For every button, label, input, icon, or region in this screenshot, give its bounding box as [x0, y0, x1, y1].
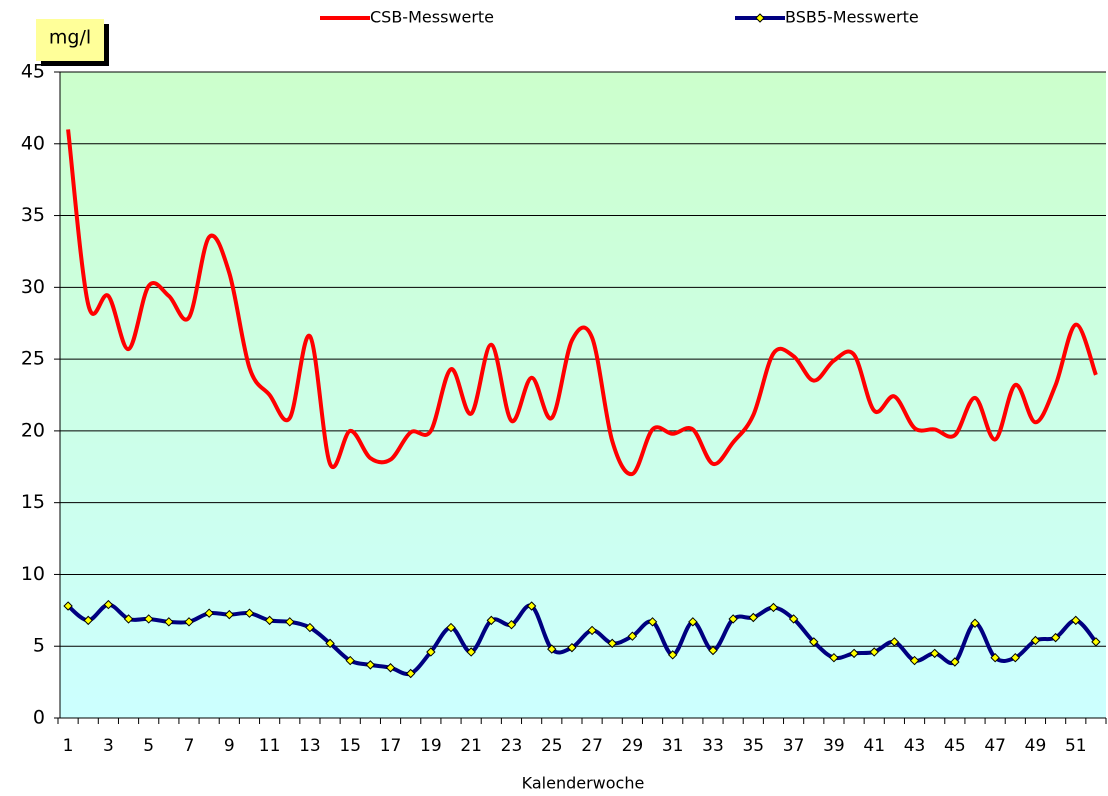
x-tick-label: 39 [823, 736, 845, 756]
series-line [66, 602, 1098, 677]
marker [889, 637, 900, 647]
marker [285, 617, 295, 627]
marker [466, 647, 476, 657]
x-tick-label: 9 [224, 736, 235, 756]
x-axis-label: Kalenderwoche [522, 774, 645, 793]
x-tick-label: 45 [944, 736, 966, 756]
marker [63, 601, 73, 611]
x-tick-label: 21 [460, 736, 482, 756]
x-tick-label: 15 [339, 736, 361, 756]
marker [305, 622, 315, 633]
marker [526, 601, 537, 611]
series-line [66, 129, 1098, 477]
x-tick-label: 29 [622, 736, 644, 756]
x-tick-label: 35 [742, 736, 764, 756]
marker [990, 652, 1000, 663]
x-tick-label: 7 [184, 736, 195, 756]
marker [768, 602, 779, 613]
marker [1071, 615, 1081, 626]
x-tick-label: 27 [581, 736, 603, 756]
marker [869, 647, 879, 657]
x-tick-label: 17 [380, 736, 402, 756]
x-tick-label: 49 [1025, 736, 1047, 756]
marker [587, 625, 597, 636]
legend-marker [755, 13, 765, 23]
marker [647, 617, 658, 627]
x-tick-label: 1 [63, 736, 74, 756]
marker [345, 655, 355, 666]
marker [123, 614, 134, 624]
marker [970, 618, 980, 628]
marker [325, 638, 335, 649]
marker [365, 660, 376, 670]
x-tick-label: 13 [299, 736, 321, 756]
x-tick-label: 41 [863, 736, 885, 756]
x-tick-label: 11 [259, 736, 281, 756]
y-tick-label: 20 [21, 419, 45, 441]
y-tick-label: 45 [21, 61, 45, 83]
x-tick-label: 25 [541, 736, 563, 756]
marker [567, 642, 577, 653]
marker [264, 615, 275, 626]
marker [1050, 632, 1061, 643]
marker [829, 652, 839, 663]
x-tick-label: 31 [662, 736, 684, 756]
marker [627, 631, 638, 641]
marker [929, 648, 940, 659]
x-tick-label: 3 [103, 736, 114, 756]
marker [667, 650, 678, 660]
plot-area [60, 72, 1106, 718]
marker [426, 647, 436, 657]
marker [1030, 635, 1041, 646]
marker [849, 648, 859, 659]
marker [486, 615, 497, 626]
y-tick-label: 30 [21, 276, 45, 298]
y-tick-label: 35 [21, 204, 45, 226]
y-tick-label: 10 [21, 563, 45, 585]
marker [164, 617, 174, 627]
marker [385, 663, 396, 673]
marker [184, 617, 194, 627]
x-tick-label: 37 [783, 736, 805, 756]
marker [950, 657, 960, 667]
y-tick-label: 0 [33, 707, 45, 729]
legend-label: BSB5-Messwerte [785, 8, 919, 27]
y-tick-label: 5 [33, 635, 45, 657]
x-tick-label: 51 [1065, 736, 1087, 756]
label-box [36, 19, 104, 61]
marker [909, 655, 920, 666]
marker [446, 622, 456, 633]
x-tick-label: 19 [420, 736, 442, 756]
marker [748, 612, 759, 623]
marker [688, 617, 698, 627]
marker [1010, 652, 1021, 663]
marker [405, 668, 416, 679]
marker [1091, 637, 1101, 647]
marker [547, 644, 557, 654]
x-tick-label: 5 [143, 736, 154, 756]
marker [244, 608, 255, 618]
x-tick-label: 47 [984, 736, 1006, 756]
marker [728, 614, 738, 624]
y-axis-label: mg/l [49, 27, 91, 49]
marker [607, 638, 617, 649]
x-tick-label: 23 [501, 736, 523, 756]
y-tick-label: 15 [21, 491, 45, 513]
marker [809, 637, 819, 647]
legend-label: CSB-Messwerte [370, 8, 494, 27]
marker [204, 608, 214, 618]
marker [788, 614, 799, 624]
marker [143, 614, 154, 624]
x-tick-label: 43 [904, 736, 926, 756]
marker [224, 609, 235, 620]
marker [506, 619, 517, 630]
marker [103, 599, 114, 610]
marker [708, 645, 718, 656]
y-tick-label: 40 [21, 132, 45, 154]
y-tick-label: 25 [21, 348, 45, 370]
x-tick-label: 33 [702, 736, 724, 756]
marker [83, 615, 93, 626]
